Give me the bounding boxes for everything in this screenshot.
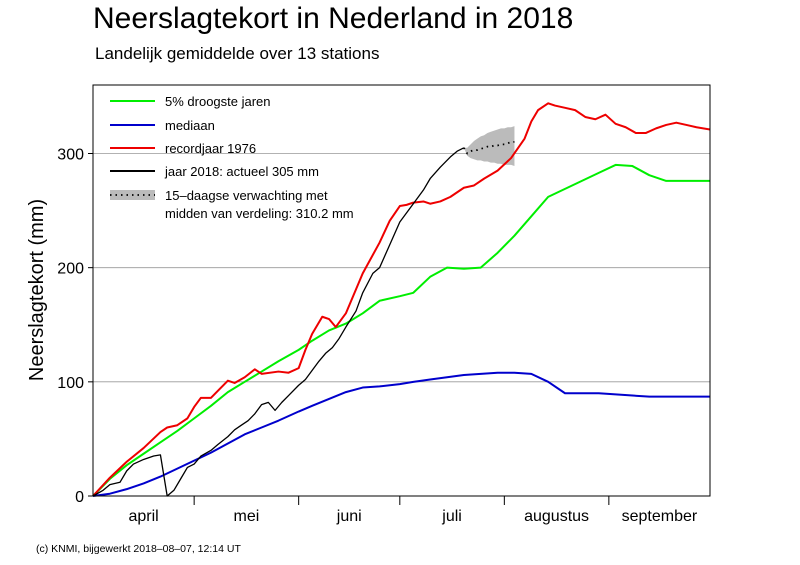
legend-label: 5% droogste jaren <box>165 94 271 109</box>
x-tick-label: mei <box>234 508 260 525</box>
plot-frame <box>92 84 711 497</box>
forecast-band <box>463 126 515 167</box>
legend: 5% droogste jaren mediaan recordjaar 1976 j… <box>110 94 354 221</box>
chart-subtitle: Landelijk gemiddelde over 13 stations <box>95 44 380 63</box>
forecast-band-layer <box>463 126 515 167</box>
axis-layer: 0 100 200 300 april mei juni juli augustus septem… <box>57 147 698 526</box>
x-tick-label: juni <box>336 508 362 525</box>
series-line-5pct-driest <box>92 163 710 497</box>
y-tick-label: 0 <box>75 489 84 506</box>
y-tick-label: 300 <box>57 147 84 164</box>
legend-label: mediaan <box>165 118 215 133</box>
legend-label: midden van verdeling: 310.2 mm <box>165 206 354 221</box>
x-tick-label: augustus <box>524 508 589 525</box>
grid-layer <box>93 153 710 383</box>
x-tick-label: april <box>128 508 158 525</box>
x-tick-label: september <box>622 508 698 525</box>
y-tick-label: 100 <box>57 375 84 392</box>
series-line-forecast-median <box>463 140 515 155</box>
y-axis-label: Neerslagtekort (mm) <box>26 199 48 381</box>
legend-label: 15–daagse verwachting met <box>165 188 328 203</box>
chart-title: Neerslagtekort in Nederland in 2018 <box>93 2 574 35</box>
y-tick-label: 200 <box>57 261 84 278</box>
series-line-median <box>92 371 710 497</box>
series-layer <box>92 102 711 497</box>
x-tick-label: juli <box>441 508 462 525</box>
footer-note: (c) KNMI, bijgewerkt 2018–08–07, 12:14 U… <box>36 543 241 555</box>
legend-label: recordjaar 1976 <box>165 141 256 156</box>
legend-label: jaar 2018: actueel 305 mm <box>164 164 319 179</box>
series-line-record-1976 <box>92 102 711 497</box>
series-line-2018 <box>92 147 465 497</box>
